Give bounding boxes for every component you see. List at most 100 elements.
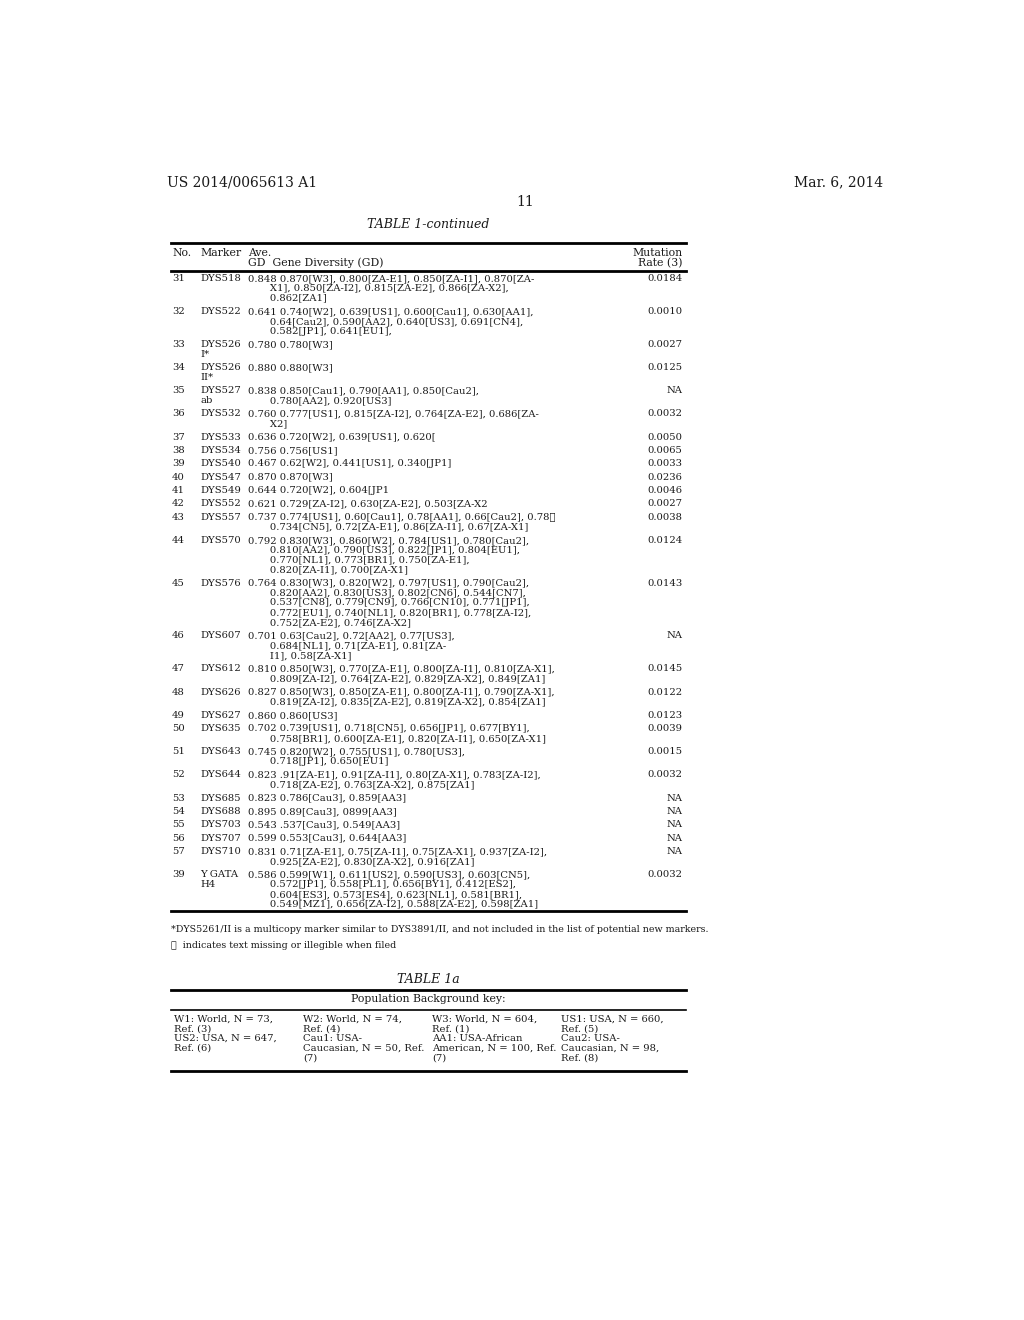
Text: 0.880 0.880[W3]: 0.880 0.880[W3]	[248, 363, 333, 372]
Text: 0.809[ZA-I2], 0.764[ZA-E2], 0.829[ZA-X2], 0.849[ZA1]: 0.809[ZA-I2], 0.764[ZA-E2], 0.829[ZA-X2]…	[248, 675, 546, 684]
Text: 0.780[AA2], 0.920[US3]: 0.780[AA2], 0.920[US3]	[248, 396, 391, 405]
Text: 0.810 0.850[W3], 0.770[ZA-E1], 0.800[ZA-I1], 0.810[ZA-X1],: 0.810 0.850[W3], 0.770[ZA-E1], 0.800[ZA-…	[248, 664, 555, 673]
Text: DYS643: DYS643	[200, 747, 241, 756]
Text: 0.0032: 0.0032	[647, 870, 682, 879]
Text: 0.0032: 0.0032	[647, 409, 682, 418]
Text: DYS518: DYS518	[200, 275, 241, 282]
Text: DYS688: DYS688	[200, 807, 241, 816]
Text: Ave.: Ave.	[248, 248, 271, 257]
Text: 54: 54	[172, 807, 185, 816]
Text: 52: 52	[172, 771, 185, 780]
Text: DYS707: DYS707	[200, 834, 241, 842]
Text: 0.734[CN5], 0.72[ZA-E1], 0.86[ZA-I1], 0.67[ZA-X1]: 0.734[CN5], 0.72[ZA-E1], 0.86[ZA-I1], 0.…	[248, 523, 528, 532]
Text: (7): (7)	[303, 1053, 317, 1063]
Text: I1], 0.58[ZA-X1]: I1], 0.58[ZA-X1]	[248, 651, 351, 660]
Text: 43: 43	[172, 512, 185, 521]
Text: II*: II*	[200, 374, 213, 381]
Text: 53: 53	[172, 793, 185, 803]
Text: DYS644: DYS644	[200, 771, 241, 780]
Text: 0.644 0.720[W2], 0.604[JP1: 0.644 0.720[W2], 0.604[JP1	[248, 486, 389, 495]
Text: 45: 45	[172, 578, 185, 587]
Text: X2]: X2]	[248, 420, 288, 429]
Text: Caucasian, N = 50, Ref.: Caucasian, N = 50, Ref.	[303, 1044, 425, 1053]
Text: 0.870 0.870[W3]: 0.870 0.870[W3]	[248, 473, 333, 482]
Text: DYS522: DYS522	[200, 308, 241, 315]
Text: DYS607: DYS607	[200, 631, 241, 640]
Text: 0.820[AA2], 0.830[US3], 0.802[CN6], 0.544[CN7],: 0.820[AA2], 0.830[US3], 0.802[CN6], 0.54…	[248, 589, 526, 598]
Text: DYS534: DYS534	[200, 446, 241, 455]
Text: 0.0145: 0.0145	[647, 664, 682, 673]
Text: 0.537[CN8], 0.779[CN9], 0.766[CN10], 0.771[JP1],: 0.537[CN8], 0.779[CN9], 0.766[CN10], 0.7…	[248, 598, 529, 607]
Text: 0.684[NL1], 0.71[ZA-E1], 0.81[ZA-: 0.684[NL1], 0.71[ZA-E1], 0.81[ZA-	[248, 642, 446, 651]
Text: *DYS5261/II is a multicopy marker similar to DYS3891/II, and not included in the: *DYS5261/II is a multicopy marker simila…	[171, 925, 709, 935]
Text: 0.770[NL1], 0.773[BR1], 0.750[ZA-E1],: 0.770[NL1], 0.773[BR1], 0.750[ZA-E1],	[248, 556, 470, 565]
Text: Mar. 6, 2014: Mar. 6, 2014	[794, 176, 883, 189]
Text: 0.636 0.720[W2], 0.639[US1], 0.620[: 0.636 0.720[W2], 0.639[US1], 0.620[	[248, 433, 436, 442]
Text: Ref. (8): Ref. (8)	[561, 1053, 598, 1063]
Text: DYS703: DYS703	[200, 820, 241, 829]
Text: DYS552: DYS552	[200, 499, 241, 508]
Text: Marker: Marker	[200, 248, 242, 257]
Text: 0.823 0.786[Cau3], 0.859[AA3]: 0.823 0.786[Cau3], 0.859[AA3]	[248, 793, 407, 803]
Text: X1], 0.850[ZA-I2], 0.815[ZA-E2], 0.866[ZA-X2],: X1], 0.850[ZA-I2], 0.815[ZA-E2], 0.866[Z…	[248, 284, 509, 293]
Text: 0.756 0.756[US1]: 0.756 0.756[US1]	[248, 446, 338, 455]
Text: Ref. (5): Ref. (5)	[561, 1024, 598, 1034]
Text: 48: 48	[172, 688, 185, 697]
Text: 0.831 0.71[ZA-E1], 0.75[ZA-I1], 0.75[ZA-X1], 0.937[ZA-I2],: 0.831 0.71[ZA-E1], 0.75[ZA-I1], 0.75[ZA-…	[248, 847, 547, 855]
Text: 36: 36	[172, 409, 184, 418]
Text: 0.0125: 0.0125	[647, 363, 682, 372]
Text: 0.599 0.553[Cau3], 0.644[AA3]: 0.599 0.553[Cau3], 0.644[AA3]	[248, 834, 407, 842]
Text: DYS540: DYS540	[200, 459, 241, 469]
Text: W3: World, N = 604,: W3: World, N = 604,	[432, 1015, 538, 1023]
Text: 0.848 0.870[W3], 0.800[ZA-E1], 0.850[ZA-I1], 0.870[ZA-: 0.848 0.870[W3], 0.800[ZA-E1], 0.850[ZA-…	[248, 275, 535, 282]
Text: 0.0184: 0.0184	[647, 275, 682, 282]
Text: US2: USA, N = 647,: US2: USA, N = 647,	[174, 1034, 278, 1043]
Text: 32: 32	[172, 308, 185, 315]
Text: DYS627: DYS627	[200, 710, 241, 719]
Text: 0.0032: 0.0032	[647, 771, 682, 780]
Text: DYS547: DYS547	[200, 473, 241, 482]
Text: 44: 44	[172, 536, 185, 545]
Text: 0.64[Cau2], 0.590[AA2], 0.640[US3], 0.691[CN4],: 0.64[Cau2], 0.590[AA2], 0.640[US3], 0.69…	[248, 317, 523, 326]
Text: 0.792 0.830[W3], 0.860[W2], 0.784[US1], 0.780[Cau2],: 0.792 0.830[W3], 0.860[W2], 0.784[US1], …	[248, 536, 529, 545]
Text: 0.838 0.850[Cau1], 0.790[AA1], 0.850[Cau2],: 0.838 0.850[Cau1], 0.790[AA1], 0.850[Cau…	[248, 387, 479, 395]
Text: GD  Gene Diversity (GD): GD Gene Diversity (GD)	[248, 257, 384, 268]
Text: NA: NA	[667, 387, 682, 395]
Text: DYS526: DYS526	[200, 341, 241, 348]
Text: 0.823 .91[ZA-E1], 0.91[ZA-I1], 0.80[ZA-X1], 0.783[ZA-I2],: 0.823 .91[ZA-E1], 0.91[ZA-I1], 0.80[ZA-X…	[248, 771, 541, 780]
Text: 37: 37	[172, 433, 185, 442]
Text: 0.895 0.89[Cau3], 0899[AA3]: 0.895 0.89[Cau3], 0899[AA3]	[248, 807, 397, 816]
Text: DYS612: DYS612	[200, 664, 241, 673]
Text: 0.0046: 0.0046	[647, 486, 682, 495]
Text: 0.819[ZA-I2], 0.835[ZA-E2], 0.819[ZA-X2], 0.854[ZA1]: 0.819[ZA-I2], 0.835[ZA-E2], 0.819[ZA-X2]…	[248, 697, 546, 706]
Text: 0.0039: 0.0039	[647, 725, 682, 733]
Text: 0.862[ZA1]: 0.862[ZA1]	[248, 293, 327, 302]
Text: 46: 46	[172, 631, 185, 640]
Text: DYS710: DYS710	[200, 847, 241, 855]
Text: 0.827 0.850[W3], 0.850[ZA-E1], 0.800[ZA-I1], 0.790[ZA-X1],: 0.827 0.850[W3], 0.850[ZA-E1], 0.800[ZA-…	[248, 688, 555, 697]
Text: AA1: USA-African: AA1: USA-African	[432, 1034, 522, 1043]
Text: 0.0038: 0.0038	[647, 512, 682, 521]
Text: DYS527: DYS527	[200, 387, 241, 395]
Text: Ref. (1): Ref. (1)	[432, 1024, 470, 1034]
Text: 0.0122: 0.0122	[647, 688, 682, 697]
Text: US1: USA, N = 660,: US1: USA, N = 660,	[561, 1015, 664, 1023]
Text: 47: 47	[172, 664, 185, 673]
Text: 55: 55	[172, 820, 185, 829]
Text: 0.860 0.860[US3]: 0.860 0.860[US3]	[248, 710, 338, 719]
Text: 0.543 .537[Cau3], 0.549[AA3]: 0.543 .537[Cau3], 0.549[AA3]	[248, 820, 400, 829]
Text: 0.772[EU1], 0.740[NL1], 0.820[BR1], 0.778[ZA-I2],: 0.772[EU1], 0.740[NL1], 0.820[BR1], 0.77…	[248, 609, 531, 618]
Text: 0.820[ZA-I1], 0.700[ZA-X1]: 0.820[ZA-I1], 0.700[ZA-X1]	[248, 565, 409, 574]
Text: Ref. (6): Ref. (6)	[174, 1044, 212, 1053]
Text: 0.752[ZA-E2], 0.746[ZA-X2]: 0.752[ZA-E2], 0.746[ZA-X2]	[248, 618, 411, 627]
Text: 41: 41	[172, 486, 185, 495]
Text: 34: 34	[172, 363, 185, 372]
Text: Mutation: Mutation	[632, 248, 682, 257]
Text: DYS635: DYS635	[200, 725, 241, 733]
Text: TABLE 1-continued: TABLE 1-continued	[368, 219, 489, 231]
Text: 0.549[MZ1], 0.656[ZA-I2], 0.588[ZA-E2], 0.598[ZA1]: 0.549[MZ1], 0.656[ZA-I2], 0.588[ZA-E2], …	[248, 900, 539, 908]
Text: NA: NA	[667, 820, 682, 829]
Text: DYS576: DYS576	[200, 578, 241, 587]
Text: 0.780 0.780[W3]: 0.780 0.780[W3]	[248, 341, 333, 348]
Text: 0.702 0.739[US1], 0.718[CN5], 0.656[JP1], 0.677[BY1],: 0.702 0.739[US1], 0.718[CN5], 0.656[JP1]…	[248, 725, 529, 733]
